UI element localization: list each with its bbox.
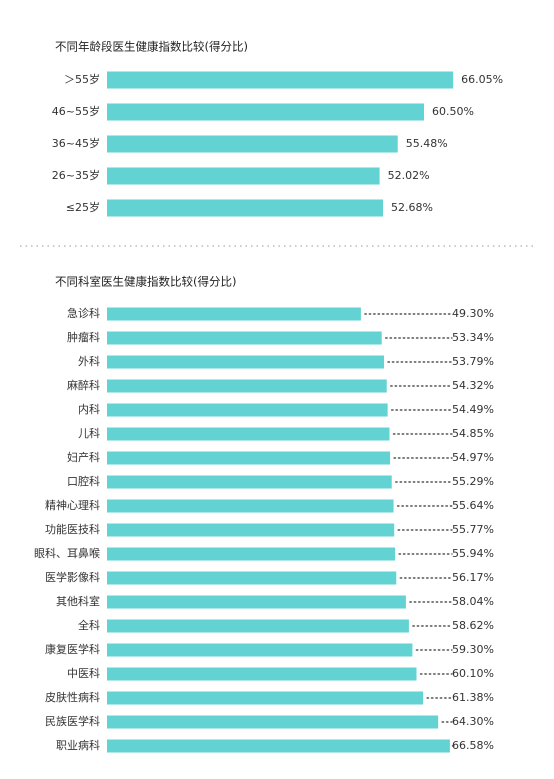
bar [107, 403, 388, 417]
category-label: 口腔科 [67, 474, 100, 488]
value-label: 55.29% [452, 475, 494, 488]
bar [107, 739, 450, 753]
bar [107, 135, 398, 153]
bar [107, 427, 390, 441]
bar [107, 523, 395, 537]
chart-title: 不同年龄段医生健康指数比较(得分比) [55, 40, 248, 54]
value-label: 60.50% [432, 105, 474, 118]
bar [107, 103, 425, 121]
category-label: 麻醉科 [67, 378, 100, 392]
category-label: ＞55岁 [64, 72, 100, 86]
value-label: 54.49% [452, 403, 494, 416]
category-label: 儿科 [78, 426, 100, 440]
category-label: 中医科 [67, 666, 100, 680]
value-label: 66.58% [452, 739, 494, 752]
value-label: 59.30% [452, 643, 494, 656]
bar [107, 167, 380, 185]
value-label: 52.68% [391, 201, 433, 214]
category-label: 精神心理科 [45, 498, 100, 512]
category-label: 肿瘤科 [67, 330, 100, 344]
bar [107, 643, 413, 657]
value-label: 58.62% [452, 619, 494, 632]
value-label: 54.32% [452, 379, 494, 392]
bar [107, 355, 385, 369]
category-label: 功能医技科 [45, 522, 100, 536]
bar [107, 595, 406, 609]
category-label: 职业病科 [56, 738, 100, 752]
category-label: 皮肤性病科 [45, 690, 100, 704]
value-label: 66.05% [461, 73, 503, 86]
bar [107, 715, 439, 729]
bar [107, 691, 424, 705]
bar [107, 667, 417, 681]
value-label: 55.64% [452, 499, 494, 512]
value-label: 55.48% [406, 137, 448, 150]
value-label: 55.94% [452, 547, 494, 560]
category-label: 36~45岁 [52, 136, 100, 150]
category-label: 外科 [78, 354, 100, 368]
value-label: 58.04% [452, 595, 494, 608]
category-label: 急诊科 [67, 306, 100, 320]
value-label: 54.85% [452, 427, 494, 440]
category-label: 其他科室 [56, 594, 100, 608]
bar [107, 571, 397, 585]
bar [107, 199, 384, 217]
bar [107, 547, 396, 561]
bar [107, 619, 409, 633]
value-label: 54.97% [452, 451, 494, 464]
bar [107, 379, 387, 393]
category-label: 26~35岁 [52, 168, 100, 182]
value-label: 55.77% [452, 523, 494, 536]
category-label: ≤25岁 [66, 200, 100, 214]
value-label: 49.30% [452, 307, 494, 320]
value-label: 56.17% [452, 571, 494, 584]
bar [107, 307, 361, 321]
bar [107, 71, 454, 89]
value-label: 53.34% [452, 331, 494, 344]
value-label: 52.02% [388, 169, 430, 182]
bar [107, 331, 382, 345]
bar [107, 475, 392, 489]
category-label: 内科 [78, 402, 100, 416]
category-label: 民族医学科 [45, 714, 100, 728]
value-label: 60.10% [452, 667, 494, 680]
category-label: 46~55岁 [52, 104, 100, 118]
value-label: 64.30% [452, 715, 494, 728]
category-label: 全科 [78, 618, 100, 632]
bar [107, 499, 394, 513]
category-label: 医学影像科 [45, 570, 100, 584]
value-label: 53.79% [452, 355, 494, 368]
bar [107, 451, 391, 465]
chart-title: 不同科室医生健康指数比较(得分比) [55, 275, 236, 289]
category-label: 眼科、耳鼻喉 [34, 546, 100, 560]
category-label: 妇产科 [67, 450, 100, 464]
value-label: 61.38% [452, 691, 494, 704]
category-label: 康复医学科 [45, 642, 100, 656]
